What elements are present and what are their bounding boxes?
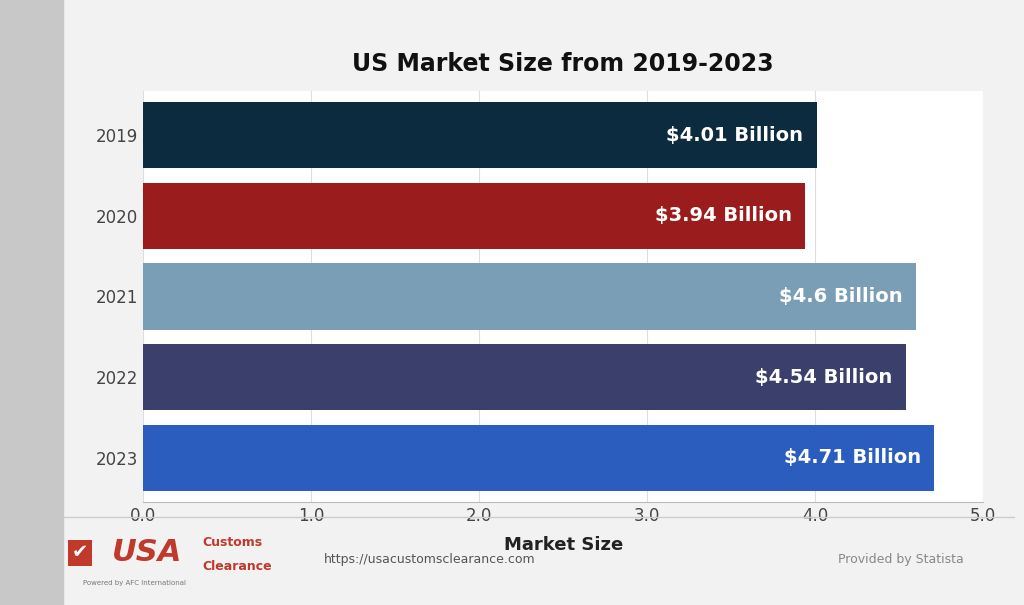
Text: Clearance: Clearance (203, 560, 272, 573)
Bar (143, 344, 906, 410)
Bar (143, 102, 817, 168)
Text: $4.71 Billion: $4.71 Billion (783, 448, 921, 467)
Text: Powered by AFC International: Powered by AFC International (83, 580, 186, 586)
Text: USA: USA (113, 538, 182, 567)
Bar (143, 263, 915, 330)
Title: US Market Size from 2019-2023: US Market Size from 2019-2023 (352, 52, 774, 76)
Bar (143, 183, 805, 249)
Bar (143, 425, 934, 491)
Text: $4.01 Billion: $4.01 Billion (667, 126, 804, 145)
Text: $4.54 Billion: $4.54 Billion (755, 368, 892, 387)
X-axis label: Market Size: Market Size (504, 536, 623, 554)
Text: $4.6 Billion: $4.6 Billion (779, 287, 902, 306)
Text: Provided by Statista: Provided by Statista (839, 553, 964, 566)
Text: YEAR: YEAR (11, 246, 30, 299)
Text: $3.94 Billion: $3.94 Billion (654, 206, 792, 225)
Text: https://usacustomsclearance.com: https://usacustomsclearance.com (325, 553, 536, 566)
Text: ✔: ✔ (72, 543, 88, 563)
Text: Customs: Customs (203, 537, 262, 549)
